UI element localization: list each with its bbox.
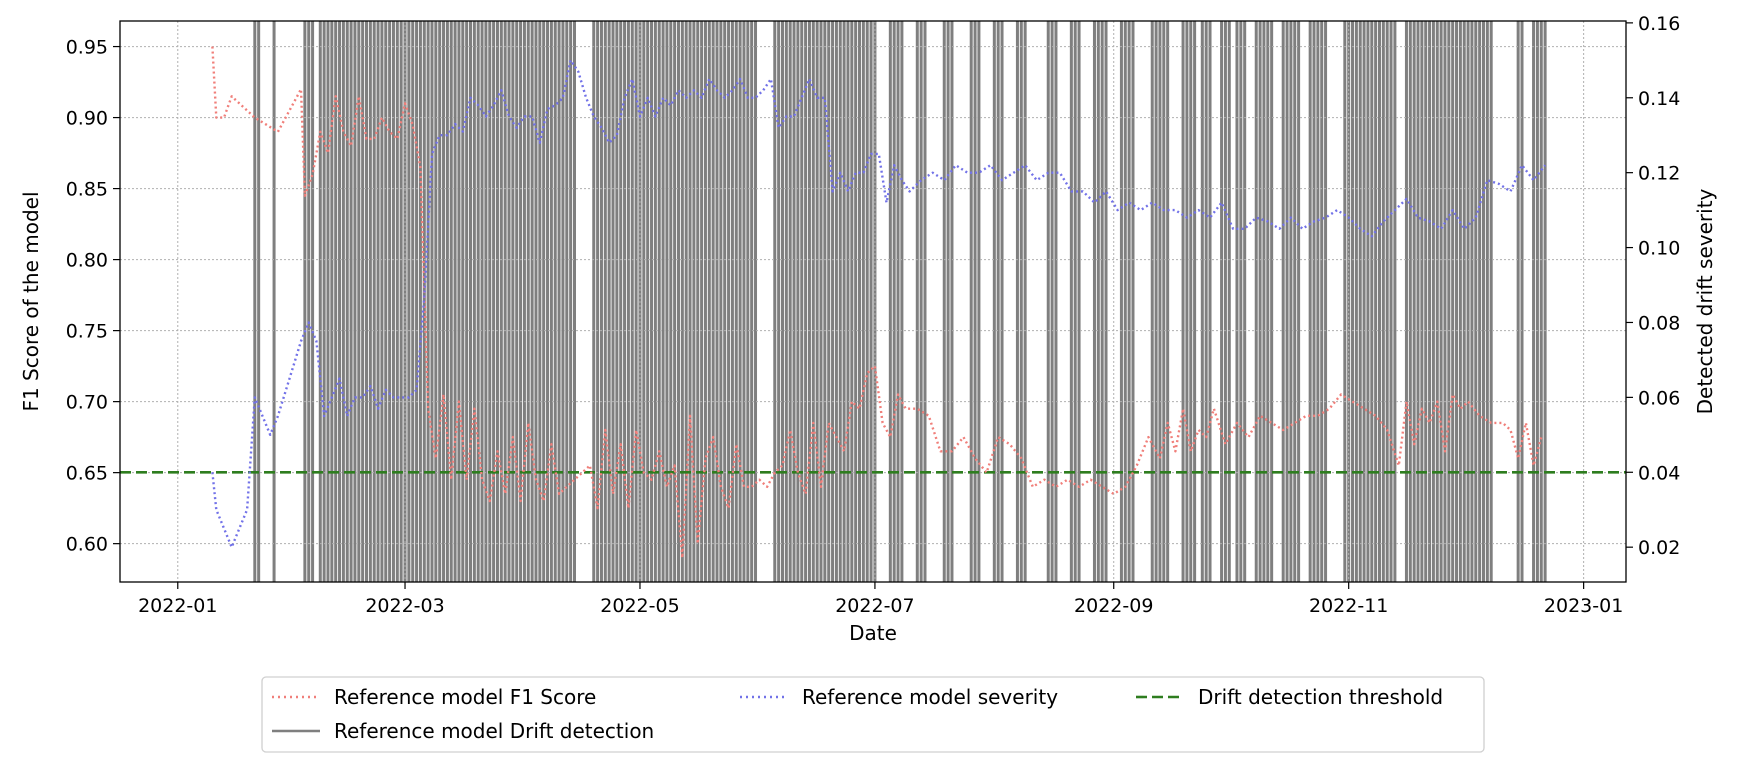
y-right-tick-label: 0.06 <box>1638 387 1680 409</box>
x-axis-label: Date <box>849 621 897 645</box>
y-left-axis-ticks: 0.60 0.65 0.70 0.75 0.80 0.85 0.90 0.95 <box>66 37 120 556</box>
f1-score-line <box>211 46 1543 560</box>
f1-series-group <box>211 46 1543 560</box>
y-right-tick-label: 0.04 <box>1638 462 1680 484</box>
legend-label-f1: Reference model F1 Score <box>334 685 596 709</box>
y-left-tick-label: 0.90 <box>66 108 108 130</box>
x-tick-label: 2022-07 <box>835 595 914 617</box>
y-left-tick-label: 0.85 <box>66 179 108 201</box>
x-axis-ticks: 2022-01 2022-03 2022-05 2022-07 2022-09 2022-… <box>138 582 1623 617</box>
y-right-tick-label: 0.12 <box>1638 163 1680 185</box>
y-right-axis-ticks: 0.02 0.04 0.06 0.08 0.10 0.12 0.14 0.16 <box>1626 13 1680 559</box>
y-left-tick-label: 0.70 <box>66 392 108 414</box>
legend: Reference model F1 Score Reference model… <box>261 676 1485 753</box>
severity-line <box>211 59 1547 549</box>
y-right-tick-label: 0.10 <box>1638 238 1680 260</box>
y-left-tick-label: 0.75 <box>66 321 108 343</box>
x-tick-label: 2022-01 <box>138 595 217 617</box>
y-left-axis-label: F1 Score of the model <box>19 191 43 411</box>
x-tick-label: 2022-05 <box>600 595 679 617</box>
plot-frame <box>119 20 1627 583</box>
y-right-tick-label: 0.02 <box>1638 537 1680 559</box>
y-right-tick-label: 0.16 <box>1638 13 1680 35</box>
y-right-tick-label: 0.14 <box>1638 88 1680 110</box>
x-tick-label: 2022-03 <box>365 595 444 617</box>
x-tick-label: 2022-09 <box>1074 595 1153 617</box>
y-left-tick-label: 0.65 <box>66 463 108 485</box>
y-left-tick-label: 0.80 <box>66 250 108 272</box>
legend-label-drift: Reference model Drift detection <box>334 719 654 743</box>
severity-series-group <box>211 59 1547 549</box>
legend-label-severity: Reference model severity <box>802 685 1058 709</box>
y-right-axis-label: Detected drift severity <box>1693 188 1717 414</box>
drift-detection-lines <box>253 21 1547 582</box>
legend-label-threshold: Drift detection threshold <box>1198 685 1443 709</box>
x-tick-label: 2022-11 <box>1309 595 1388 617</box>
y-right-tick-label: 0.08 <box>1638 312 1680 334</box>
y-left-tick-label: 0.60 <box>66 534 108 556</box>
x-tick-label: 2023-01 <box>1544 595 1623 617</box>
y-left-tick-label: 0.95 <box>66 37 108 59</box>
